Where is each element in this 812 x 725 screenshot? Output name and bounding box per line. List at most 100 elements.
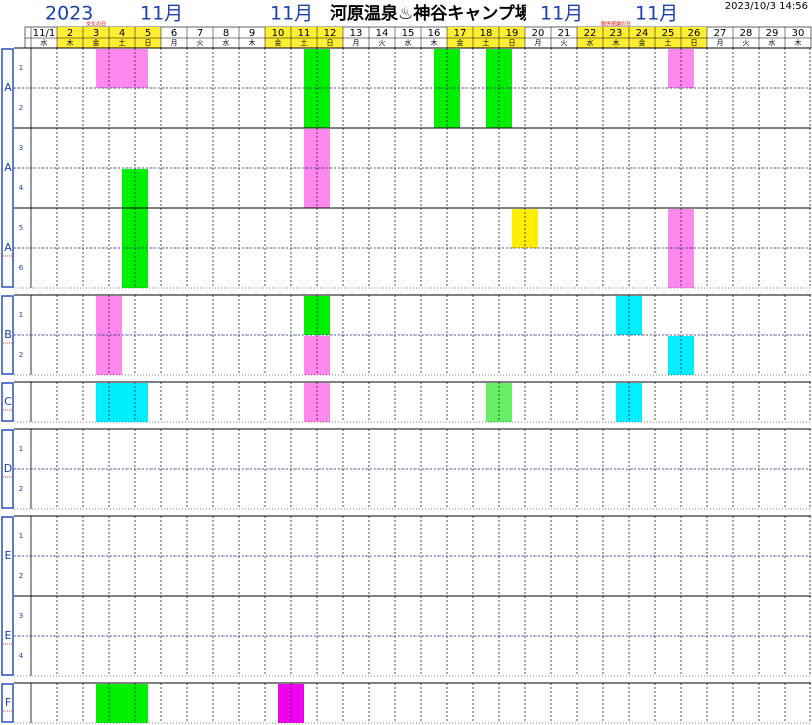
date-label: 11/1	[33, 28, 55, 39]
date-label: 14	[376, 28, 389, 39]
holiday-column	[473, 27, 499, 48]
weekday-label: 火	[743, 39, 750, 47]
weekday-label: 木	[613, 38, 620, 47]
weekday-label: 木	[67, 38, 74, 47]
date-label: 8	[223, 28, 229, 39]
weekday-label: 土	[119, 38, 126, 47]
date-label: 7	[197, 28, 203, 39]
weekday-label: 木	[431, 38, 438, 47]
group-box	[1, 48, 14, 288]
row-number: 6	[19, 264, 24, 272]
group-box	[1, 516, 14, 676]
row-number: 4	[19, 184, 24, 192]
holiday-column	[629, 27, 655, 48]
weekday-label: 日	[145, 39, 152, 47]
weekday-label: 月	[353, 39, 360, 47]
group-box	[1, 295, 14, 375]
holiday-column	[135, 27, 161, 48]
holiday-column	[603, 27, 629, 48]
weekday-label: 月	[535, 39, 542, 47]
weekday-label: 土	[301, 38, 308, 47]
holiday-column	[577, 27, 603, 48]
date-label: 6	[171, 28, 177, 39]
date-label: 24	[636, 28, 649, 39]
group-label: B	[4, 328, 12, 341]
date-label: 26	[688, 28, 701, 39]
row-number: 3	[19, 144, 23, 152]
date-label: 9	[249, 28, 255, 39]
row-number: 5	[19, 224, 23, 232]
timestamp: 2023/10/3 14:56	[725, 1, 808, 12]
site-title: 河原温泉♨神谷キャンプ場	[330, 3, 532, 24]
group-label: E	[5, 629, 12, 642]
booking	[96, 383, 148, 422]
weekday-label: 月	[171, 39, 178, 47]
group-box	[1, 382, 14, 422]
holiday-column	[655, 27, 681, 48]
month: 11月	[540, 3, 583, 25]
weekday-label: 水	[587, 38, 594, 47]
holiday-column	[317, 27, 343, 48]
row-number: 1	[19, 532, 23, 540]
weekday-label: 木	[249, 38, 256, 47]
date-label: 5	[145, 28, 151, 39]
date-label: 21	[558, 28, 571, 39]
weekday-label: 土	[483, 38, 490, 47]
group-label: A	[4, 81, 12, 94]
date-label: 23	[610, 28, 623, 39]
group-box	[1, 683, 14, 723]
year: 2023	[45, 3, 93, 25]
group-label: A	[4, 161, 12, 174]
date-label: 20	[532, 28, 545, 39]
row-number: 1	[19, 311, 23, 319]
row-number: 2	[19, 485, 23, 493]
holiday-column	[681, 27, 707, 48]
holiday-column	[265, 27, 291, 48]
row-number: 1	[19, 64, 23, 72]
date-label: 16	[428, 28, 441, 39]
group-box	[1, 429, 14, 509]
holiday-name: 勤労感謝の日	[601, 21, 631, 28]
date-label: 28	[740, 28, 753, 39]
row-number: 4	[19, 652, 24, 660]
date-label: 12	[324, 28, 337, 39]
month: 11月	[140, 3, 183, 25]
holiday-column	[109, 27, 135, 48]
holiday-column	[499, 27, 525, 48]
booking	[96, 49, 148, 88]
weekday-label: 火	[197, 39, 204, 47]
weekday-label: 日	[691, 39, 698, 47]
date-label: 27	[714, 28, 727, 39]
weekday-label: 土	[665, 38, 672, 47]
weekday-label: 水	[41, 38, 48, 47]
holiday-name: 文化の日	[86, 21, 106, 28]
row-number: 3	[19, 612, 23, 620]
date-label: 11	[298, 28, 311, 39]
month: 11月	[270, 3, 313, 25]
weekday-label: 金	[457, 38, 464, 47]
date-label: 22	[584, 28, 597, 39]
group-label: F	[5, 696, 11, 709]
date-label: 17	[454, 28, 467, 39]
weekday-label: 火	[379, 39, 386, 47]
booking	[96, 684, 148, 723]
weekday-label: 水	[405, 38, 412, 47]
weekday-label: 月	[717, 39, 724, 47]
holiday-column	[83, 27, 109, 48]
weekday-label: 日	[509, 39, 516, 47]
weekday-label: 金	[275, 38, 282, 47]
row-number: 2	[19, 351, 23, 359]
holiday-column	[447, 27, 473, 48]
holiday-column	[57, 27, 83, 48]
weekday-label: 金	[639, 38, 646, 47]
weekday-label: 水	[223, 38, 230, 47]
date-label: 4	[119, 28, 125, 39]
date-label: 15	[402, 28, 415, 39]
date-label: 10	[272, 28, 285, 39]
date-label: 13	[350, 28, 363, 39]
date-label: 30	[792, 28, 805, 39]
row-number: 1	[19, 445, 23, 453]
month: 11月	[635, 3, 678, 25]
weekday-label: 水	[769, 38, 776, 47]
